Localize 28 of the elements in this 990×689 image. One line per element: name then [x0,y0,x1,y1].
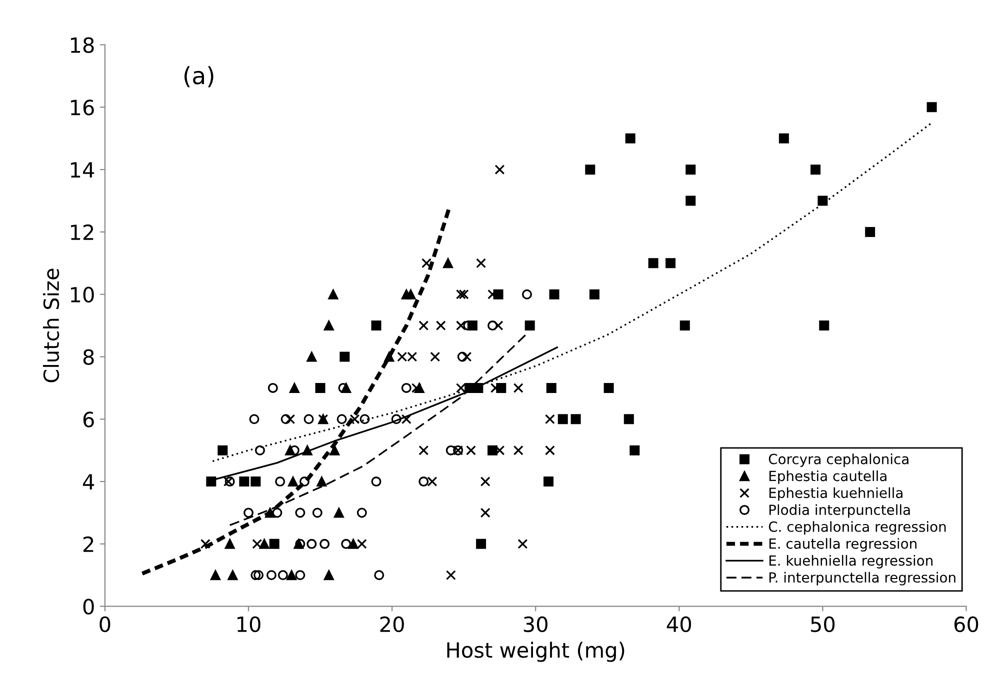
y-tick-label: 8 [83,349,94,365]
x-tick-label: 40 [666,616,692,632]
x-tick-label: 60 [954,616,978,632]
y-tick-label: 2 [83,536,94,552]
y-tick-label: 18 [70,37,94,53]
y-tick-label: 0 [83,598,94,615]
x-tick-label: 50 [811,616,835,632]
legend-label: Corcyra cephalonica [768,454,908,467]
legend-label: E. kuehniella regression [769,555,932,568]
y-tick-label: 10 [70,286,94,303]
y-tick-label: 4 [82,474,94,490]
y-tick-label: 14 [70,162,94,178]
legend-label: P. interpunctella regression [769,572,956,586]
legend-label: Plodia interpunctella [769,504,910,518]
y-tick-label: 6 [83,412,94,428]
y-tick-label: 12 [70,224,94,240]
y-axis-title: Clutch Size [42,268,60,382]
legend-label: C. cephalonica regression [768,521,946,535]
legend-label: E. cautella regression [769,538,916,552]
x-tick-label: 10 [238,616,260,632]
x-tick-label: 0 [100,616,110,632]
annotation: (a) [184,66,214,88]
x-tick-label: 20 [380,616,404,632]
y-tick-label: 16 [70,100,94,116]
x-tick-label: 30 [524,616,548,632]
x-axis-title: Host weight (mg) [447,642,624,662]
legend-label: Ephestia kuehniella [769,487,902,501]
legend-label: Ephestia cautella [769,470,886,484]
